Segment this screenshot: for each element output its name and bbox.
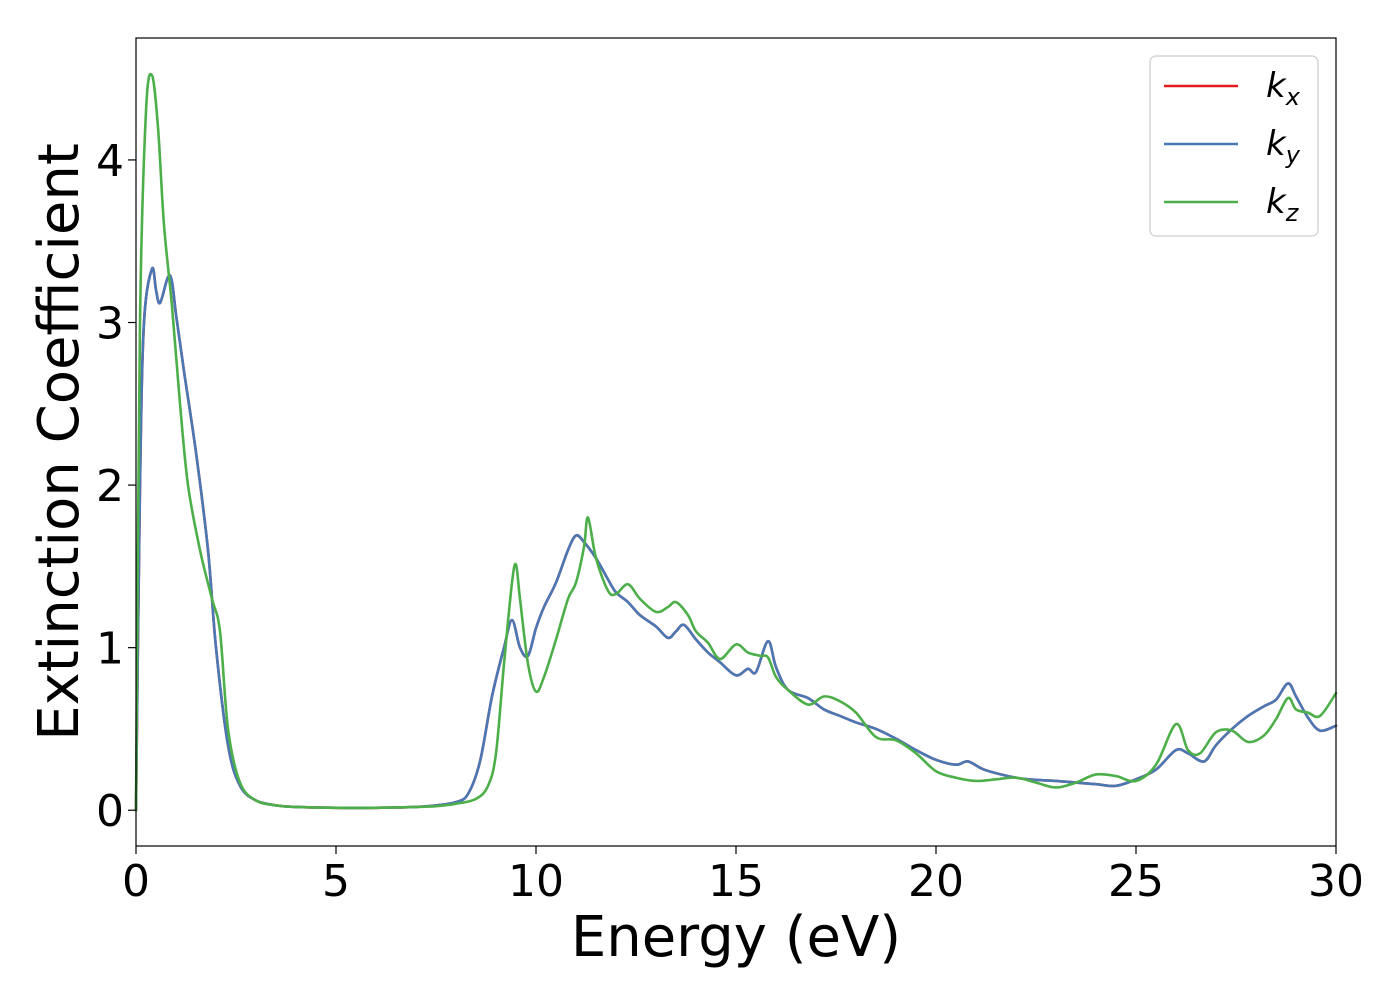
legend-subscript-y: y [1285, 141, 1301, 169]
legend-label-y: ky [1266, 124, 1301, 169]
x-tick-label: 30 [1308, 856, 1364, 907]
series-line-z [134, 72, 1338, 812]
y-tick-label: 4 [96, 136, 124, 187]
y-tick-label: 0 [96, 786, 124, 837]
legend-label-x: kx [1266, 66, 1301, 111]
y-tick-label: 3 [96, 299, 124, 350]
x-tick-label: 5 [322, 856, 350, 907]
ticks-layer: 0 5 10 15 20 25 30 0 1 2 3 4 [96, 136, 1364, 907]
x-tick-label: 15 [708, 856, 764, 907]
y-axis-title: Extinction Coefficient [27, 143, 92, 741]
x-tick-label: 20 [908, 856, 964, 907]
x-axis-title: Energy (eV) [571, 905, 901, 970]
x-tick-label: 25 [1108, 856, 1164, 907]
legend-subscript-x: x [1285, 83, 1301, 111]
series-line-y [134, 266, 1338, 812]
x-tick-label: 10 [508, 856, 564, 907]
y-tick-label: 2 [96, 461, 124, 512]
x-tick-label: 0 [122, 856, 150, 907]
series-layer [134, 72, 1338, 812]
legend-box [1149, 55, 1319, 237]
y-tick-label: 1 [96, 624, 124, 675]
legend-subscript-z: z [1285, 199, 1300, 227]
